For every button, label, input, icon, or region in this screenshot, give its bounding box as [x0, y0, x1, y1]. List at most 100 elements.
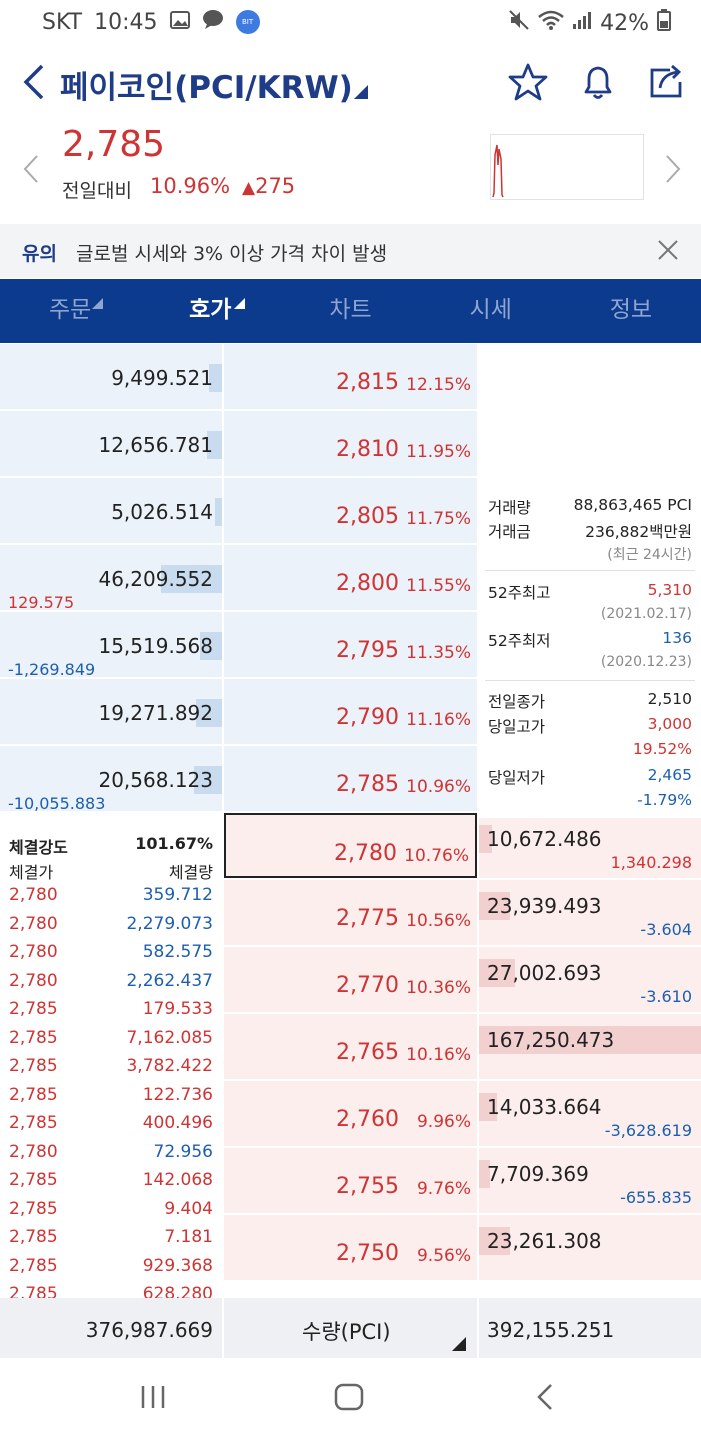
period-note: (최근 24시간): [607, 547, 692, 563]
day-low-value: 2,465: [647, 766, 692, 784]
tab-caret-icon: [92, 271, 103, 333]
ask-price: 2,805: [336, 504, 399, 529]
bid-row[interactable]: 27,002.693 -3.610: [479, 947, 701, 1012]
ask-row[interactable]: 15,519.568 -1,269.849: [0, 612, 222, 679]
ask-volume-change: -10,055.883: [8, 794, 106, 813]
bid-volume-change: -3.610: [640, 987, 692, 1006]
bid-price: 2,780: [334, 841, 397, 866]
next-coin-arrow-icon[interactable]: [664, 154, 682, 188]
ask-price: 2,795: [336, 638, 399, 663]
tab-label: 정보: [609, 297, 653, 323]
unit-caret-icon[interactable]: [452, 1336, 466, 1355]
tab-info[interactable]: 정보: [561, 279, 701, 343]
ask-price-row[interactable]: 2,805 11.75%: [224, 478, 477, 543]
bid-price-row[interactable]: 2,755 9.76%: [224, 1148, 477, 1213]
trade-price: 2,785: [9, 1170, 58, 1190]
system-back-icon[interactable]: [532, 1382, 558, 1416]
ask-price-row[interactable]: 2,815 12.15%: [224, 344, 477, 409]
trade-volume: 9.404: [164, 1198, 213, 1219]
ask-price-row[interactable]: 2,785 10.96%: [224, 746, 477, 811]
ask-row[interactable]: 20,568.123 -10,055.883: [0, 746, 222, 813]
bid-price: 2,770: [336, 973, 399, 998]
bid-row[interactable]: 14,033.664 -3,628.619: [479, 1081, 701, 1146]
tab-chart[interactable]: 차트: [280, 279, 420, 343]
home-icon[interactable]: [333, 1382, 365, 1416]
trade-volume: 122.736: [142, 1084, 213, 1105]
bid-row[interactable]: 23,261.308: [479, 1215, 701, 1280]
bid-price: 2,765: [336, 1040, 399, 1065]
bid-volume: 27,002.693: [487, 961, 602, 985]
market-title[interactable]: 페이코인(PCI/KRW): [60, 70, 353, 106]
bid-row[interactable]: 167,250.473: [479, 1014, 701, 1079]
ask-rate: 11.95%: [406, 442, 471, 462]
ask-price-row[interactable]: 2,810 11.95%: [224, 411, 477, 476]
bid-volume: 23,939.493: [487, 894, 602, 918]
trade-volume: 359.712: [142, 885, 213, 905]
bid-row[interactable]: 7,709.369 -655.835: [479, 1148, 701, 1213]
bid-price-row[interactable]: 2,775 10.56%: [224, 880, 477, 945]
ask-volume: 12,656.781: [98, 433, 213, 457]
volume-value: 88,863,465 PCI: [573, 496, 692, 514]
ask-volume: 46,209.552: [98, 567, 213, 591]
prev-coin-arrow-icon[interactable]: [22, 154, 40, 188]
tab-orderbook[interactable]: 호가: [140, 279, 280, 343]
current-price-row[interactable]: 2,780 10.76%: [224, 813, 477, 878]
battery-percent: 42%: [600, 10, 649, 36]
trade-row: 2,785 400.496: [9, 1113, 213, 1141]
share-icon[interactable]: [646, 62, 686, 102]
trade-row: 2,785 929.368: [9, 1256, 213, 1284]
tab-order[interactable]: 주문: [0, 279, 140, 343]
bid-price-row[interactable]: 2,750 9.56%: [224, 1215, 477, 1280]
app-header: 페이코인(PCI/KRW): [0, 50, 701, 114]
ask-row[interactable]: 9,499.521: [0, 344, 222, 409]
ask-depth-bar: [195, 699, 222, 727]
back-arrow-icon[interactable]: [14, 60, 54, 104]
prev-close-label: 전일종가: [488, 693, 546, 711]
unit-selector[interactable]: 수량(PCI): [302, 1320, 391, 1344]
trade-price: 2,780: [9, 885, 58, 905]
bid-volume: 10,672.486: [487, 827, 602, 851]
ask-row[interactable]: 5,026.514: [0, 478, 222, 543]
ask-row[interactable]: 19,271.892: [0, 679, 222, 744]
ask-price-row[interactable]: 2,790 11.16%: [224, 679, 477, 744]
ask-row[interactable]: 12,656.781: [0, 411, 222, 476]
ask-price-row[interactable]: 2,800 11.55%: [224, 545, 477, 610]
trade-row: 2,780 72.956: [9, 1142, 213, 1170]
trade-price: 2,785: [9, 1056, 58, 1076]
market-select-caret-icon[interactable]: [354, 84, 368, 103]
bid-price-row[interactable]: 2,760 9.96%: [224, 1081, 477, 1146]
recent-apps-icon[interactable]: [138, 1382, 168, 1416]
ask-volume: 20,568.123: [98, 768, 213, 792]
bid-price-row[interactable]: 2,765 10.16%: [224, 1014, 477, 1079]
bid-price-row[interactable]: 2,770 10.36%: [224, 947, 477, 1012]
tab-market-price[interactable]: 시세: [421, 279, 561, 343]
trade-volume: 179.533: [142, 999, 213, 1019]
bid-row[interactable]: 10,672.486 1,340.298: [479, 813, 701, 878]
bid-volume-change: -3.604: [640, 920, 692, 939]
bid-row[interactable]: 23,939.493 -3.604: [479, 880, 701, 945]
close-icon[interactable]: [655, 237, 681, 267]
bid-volume: 167,250.473: [487, 1028, 615, 1052]
ask-volume: 19,271.892: [98, 701, 213, 725]
bell-icon[interactable]: [578, 62, 618, 102]
ask-price: 2,815: [336, 370, 399, 395]
time-label: 10:45: [94, 9, 158, 35]
high52-value: 5,310: [647, 581, 692, 599]
ask-row[interactable]: 46,209.552 129.575: [0, 545, 222, 612]
mini-price-chart[interactable]: [490, 134, 644, 200]
star-icon[interactable]: [508, 62, 548, 102]
trade-row: 2,785 628.280: [9, 1284, 213, 1298]
divider: [222, 1298, 224, 1358]
ask-price-row[interactable]: 2,795 11.35%: [224, 612, 477, 677]
ask-rate: 10.96%: [406, 777, 471, 797]
bid-rate: 10.76%: [404, 846, 469, 866]
bid-volume-column: 10,672.486 1,340.298 23,939.493 -3.604 27,00…: [479, 344, 701, 1282]
price-summary: 2,785 전일대비 10.96% ▲275: [0, 118, 701, 222]
day-high-label: 당일고가: [488, 718, 546, 736]
bid-price: 2,750: [336, 1241, 399, 1266]
bid-rate: 9.96%: [416, 1112, 471, 1132]
ask-depth-bar: [160, 565, 222, 593]
trade-row: 2,780 2,262.437: [9, 971, 213, 999]
order-book: 9,499.521 12,656.781 5,026.514 46,209.552 12…: [0, 344, 701, 1298]
ask-volume-change: 129.575: [8, 593, 75, 612]
